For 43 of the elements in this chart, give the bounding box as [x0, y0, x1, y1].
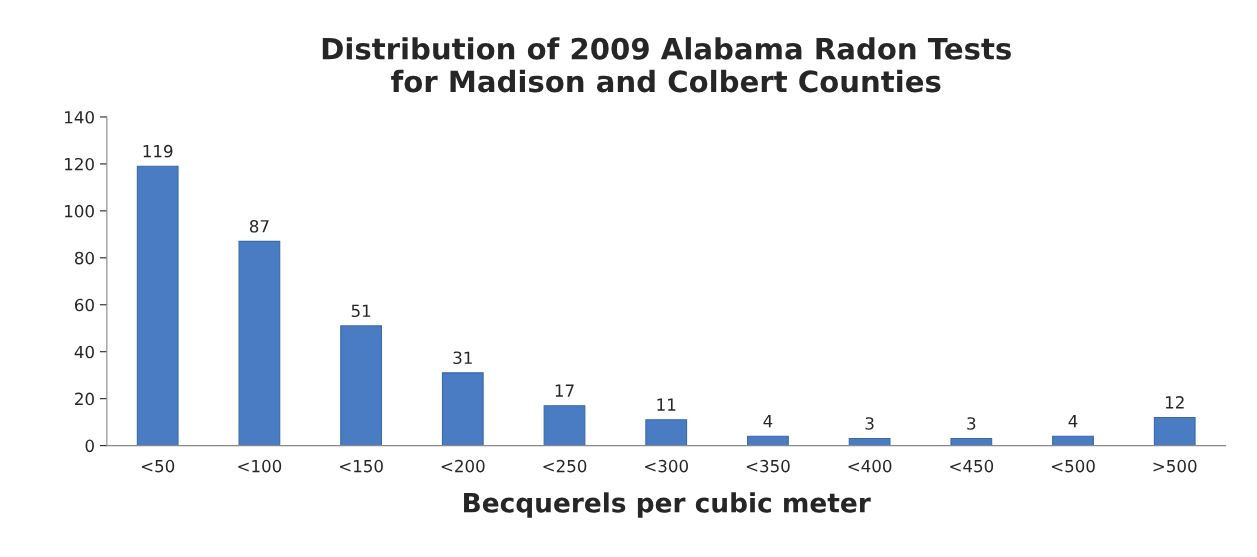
bar: [950, 438, 993, 446]
x-tick-label: <350: [746, 459, 790, 473]
y-tick-label: 60: [75, 298, 94, 312]
data-label: 4: [1068, 415, 1078, 428]
x-tick-label: <150: [339, 459, 383, 473]
y-tick-label: 0: [85, 439, 94, 453]
data-label: 3: [865, 417, 874, 430]
x-tick-label: <400: [848, 459, 892, 473]
data-label: 12: [1165, 396, 1184, 409]
bar: [441, 372, 484, 446]
data-label: 3: [967, 417, 976, 430]
data-label: 17: [555, 384, 574, 397]
bar: [1153, 416, 1196, 446]
bar: [1052, 435, 1094, 446]
y-tick-label: 20: [75, 392, 94, 406]
x-tick-label: <250: [543, 459, 587, 473]
x-tick-label: <500: [1051, 459, 1095, 473]
x-tick-label: <100: [238, 459, 282, 473]
x-axis-title: Becquerels per cubic meter: [464, 492, 871, 518]
bar: [747, 435, 789, 446]
bar: [238, 240, 281, 446]
bar: [543, 405, 586, 446]
bar: [340, 325, 382, 446]
bar: [136, 165, 179, 446]
bar: [645, 419, 688, 446]
x-tick-label: <300: [645, 459, 688, 473]
y-tick-label: 120: [65, 157, 94, 171]
y-tick-label: 100: [65, 204, 94, 218]
x-tick-label: <450: [950, 459, 994, 473]
y-tick-label: 140: [65, 110, 94, 124]
y-tick-label: 80: [74, 251, 94, 265]
data-label: 4: [763, 415, 773, 428]
x-tick-label: <200: [441, 459, 485, 473]
data-label: 51: [351, 304, 371, 318]
x-tick-label: >500: [1153, 459, 1197, 473]
bar: [848, 438, 891, 446]
data-label: 119: [143, 144, 173, 158]
y-tick-label: 40: [74, 345, 94, 359]
data-label: 31: [453, 351, 472, 365]
x-tick-label: <50: [141, 459, 175, 473]
chart-title: Distribution of 2009 Alabama Radon Tests for Madison and Colbert Counties: [322, 37, 1011, 93]
data-label: 11: [657, 398, 676, 411]
data-label: 87: [249, 219, 269, 233]
